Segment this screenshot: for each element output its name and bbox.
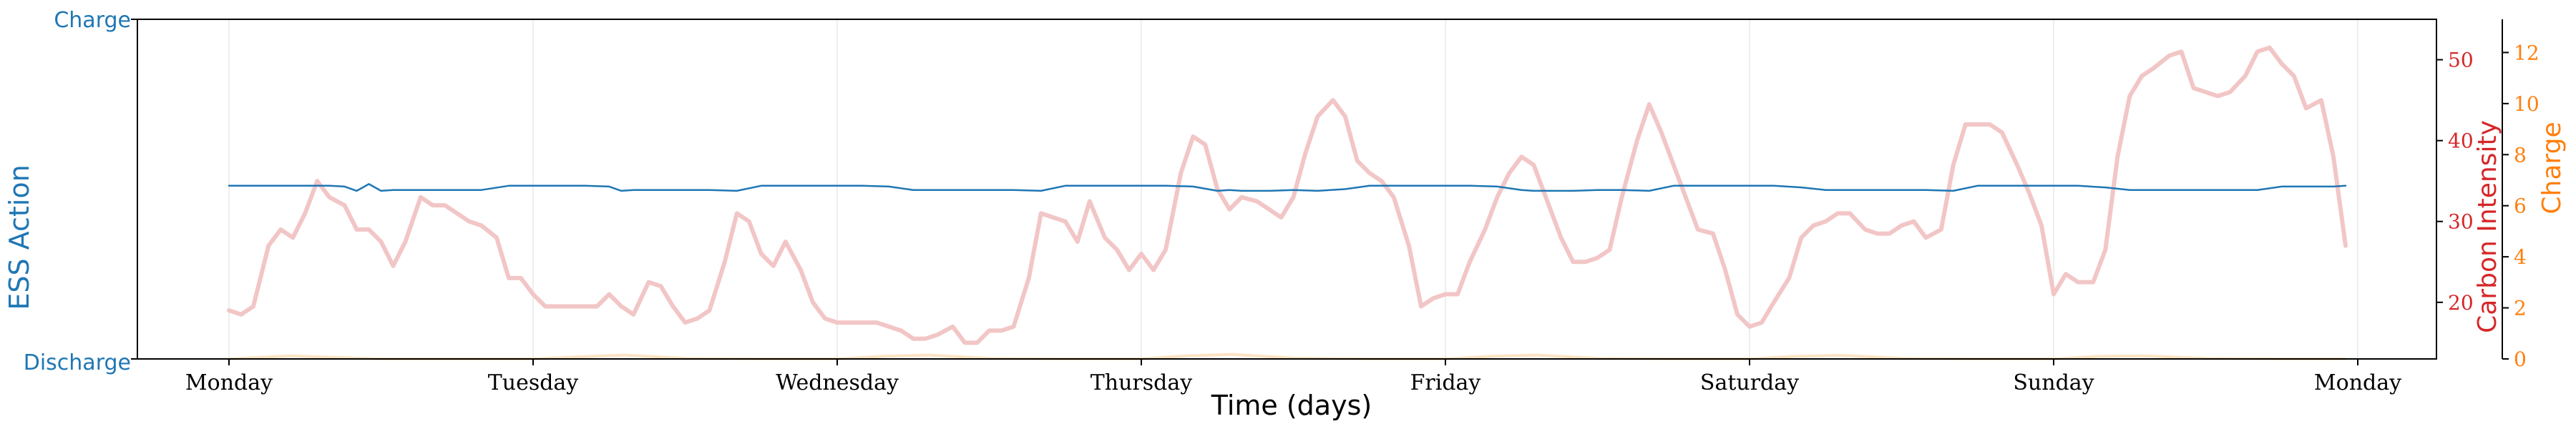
right1-tick-label: 50 bbox=[2448, 49, 2474, 72]
right2-tick-label: 12 bbox=[2514, 41, 2540, 64]
right2-axis-label: Charge bbox=[2537, 122, 2567, 214]
right2-tick-label: 8 bbox=[2514, 143, 2527, 167]
axes-layer: Monday Tuesday Wednesday Thursday Friday Satu… bbox=[131, 19, 2540, 395]
left-axis-label: ESS Action bbox=[4, 164, 35, 310]
right2-tick-label: 6 bbox=[2514, 194, 2527, 218]
x-tick-label: Sunday bbox=[2013, 370, 2094, 395]
left-axis-tick-charge: Charge bbox=[54, 8, 131, 33]
x-tick-label: Wednesday bbox=[776, 370, 899, 395]
x-tick-label: Monday bbox=[185, 370, 273, 395]
x-tick-label: Thursday bbox=[1091, 370, 1192, 395]
right1-tick-label: 30 bbox=[2448, 210, 2474, 234]
plot-frame bbox=[137, 19, 2437, 360]
carbon-intensity-line bbox=[227, 45, 2348, 345]
ess-action-line bbox=[228, 183, 2347, 192]
x-tick-label: Monday bbox=[2314, 370, 2401, 395]
right2-tick-label: 10 bbox=[2514, 92, 2540, 116]
right1-tick-label: 20 bbox=[2448, 291, 2474, 315]
right2-tick-label: 0 bbox=[2514, 347, 2527, 371]
x-axis-label: Time (days) bbox=[1211, 390, 1372, 421]
series-layer bbox=[227, 45, 2348, 360]
grid-layer bbox=[228, 19, 2358, 359]
x-tick-label: Tuesday bbox=[488, 370, 579, 395]
right2-tick-label: 4 bbox=[2514, 245, 2527, 269]
right1-tick-label: 40 bbox=[2448, 129, 2474, 153]
left-axis-tick-discharge: Discharge bbox=[24, 350, 131, 375]
right2-tick-label: 2 bbox=[2514, 297, 2527, 320]
x-tick-label: Saturday bbox=[1700, 370, 1799, 395]
x-tick-label: Friday bbox=[1410, 370, 1481, 395]
right1-axis-label: Carbon Intensity bbox=[2473, 120, 2502, 333]
